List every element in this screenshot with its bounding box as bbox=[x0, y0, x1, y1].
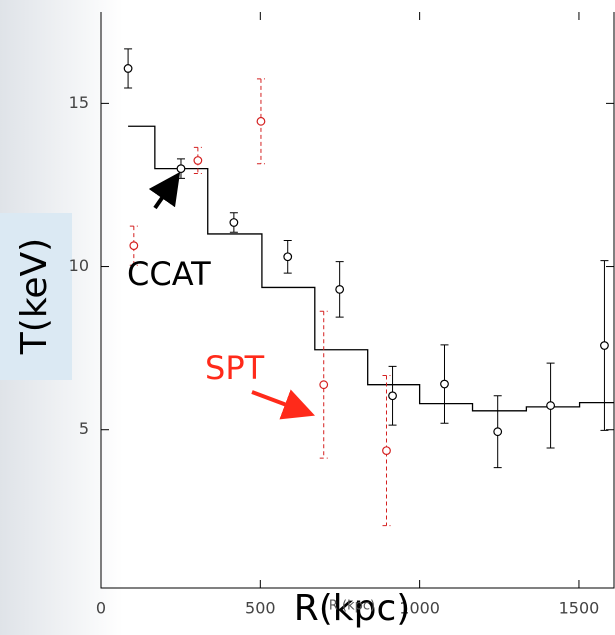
y-tick-label: 10 bbox=[69, 256, 89, 275]
x-tick-label: 0 bbox=[96, 599, 106, 618]
error-bar bbox=[382, 375, 391, 527]
y-axis-label: T(keV) bbox=[14, 238, 55, 355]
x-tick-label: 500 bbox=[245, 599, 276, 618]
axis-frame bbox=[100, 12, 615, 589]
point bbox=[129, 241, 139, 251]
point bbox=[256, 116, 266, 126]
point bbox=[546, 401, 555, 410]
x-tick-label: 1000 bbox=[399, 599, 440, 618]
point bbox=[600, 341, 609, 350]
annotation: SPT bbox=[205, 349, 265, 387]
error-bar bbox=[193, 146, 202, 175]
error-bar bbox=[129, 225, 138, 266]
annotation: CCAT bbox=[127, 255, 211, 293]
point bbox=[493, 427, 503, 437]
arrow bbox=[251, 389, 315, 420]
point bbox=[388, 391, 397, 401]
point bbox=[176, 164, 186, 174]
x-tick-label: 1500 bbox=[559, 599, 600, 618]
x-axis-label-small: R (kpc) bbox=[329, 599, 375, 614]
label-box bbox=[0, 213, 72, 380]
point bbox=[382, 446, 391, 456]
y-tick-label: 5 bbox=[79, 419, 89, 438]
arrow bbox=[148, 171, 181, 210]
x-axis-label: R(kpc) bbox=[294, 588, 411, 629]
y-tick-label: 15 bbox=[69, 93, 89, 112]
point bbox=[229, 218, 239, 227]
point bbox=[193, 156, 203, 165]
point bbox=[319, 380, 329, 390]
step-line bbox=[128, 125, 615, 412]
point bbox=[283, 252, 293, 262]
point bbox=[123, 64, 133, 73]
point bbox=[440, 379, 449, 389]
plot: 0 500 1000 1500 5 10 15 bbox=[69, 12, 615, 618]
point bbox=[335, 284, 345, 294]
